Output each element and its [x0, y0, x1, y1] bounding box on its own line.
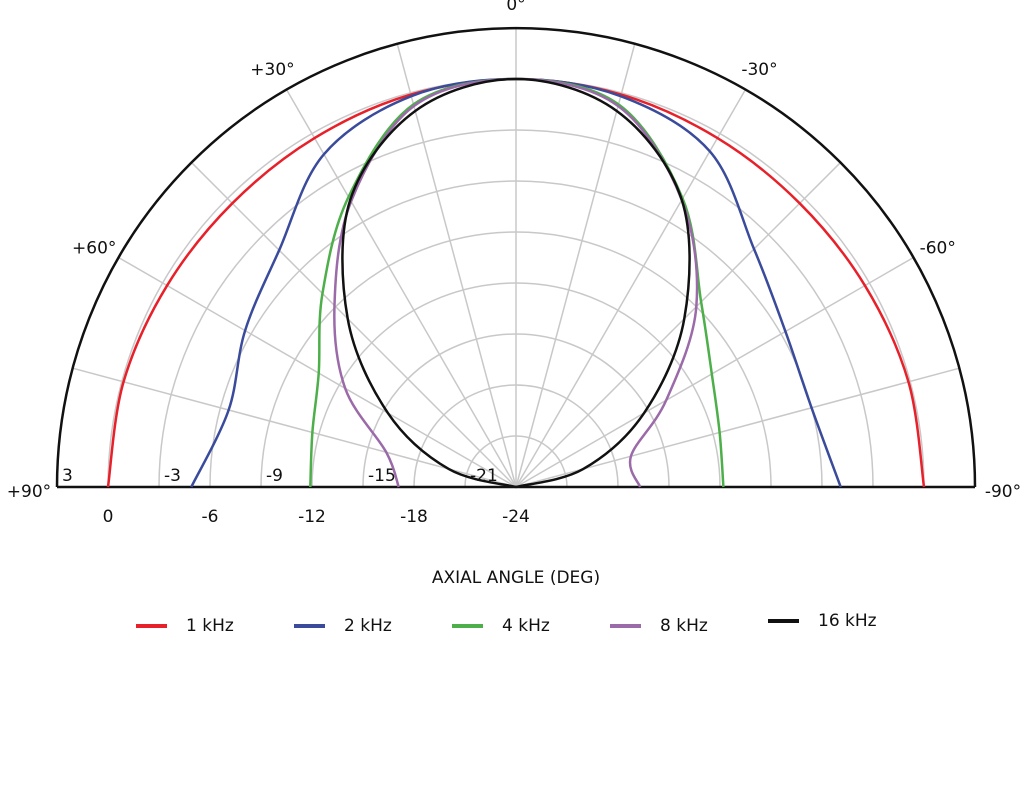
- r-tick-label: -21: [470, 466, 498, 486]
- theta-tick-label: -90°: [985, 482, 1021, 502]
- r-tick-label: -6: [202, 507, 219, 527]
- r-tick-label: -3: [164, 466, 181, 486]
- legend-label: 4 kHz: [502, 616, 550, 636]
- grid-spoke: [190, 161, 517, 488]
- grid-spoke: [515, 161, 842, 488]
- r-tick-label: -12: [298, 507, 326, 527]
- grid-spoke: [515, 367, 960, 488]
- legend-label: 16 kHz: [818, 611, 877, 631]
- grid-spoke: [72, 367, 517, 488]
- r-tick-label: 3: [62, 466, 73, 486]
- theta-tick-label: +90°: [7, 482, 51, 502]
- theta-tick-label: 0°: [506, 0, 525, 15]
- r-tick-label: -24: [502, 507, 530, 527]
- grid-spoke: [515, 256, 914, 488]
- theta-tick-label: -30°: [741, 60, 777, 80]
- grid-spoke: [515, 43, 636, 488]
- theta-tick-label: -60°: [920, 239, 956, 259]
- axis-title: AXIAL ANGLE (DEG): [432, 568, 600, 588]
- r-tick-label: -9: [266, 466, 283, 486]
- series-line: [341, 77, 691, 489]
- grid-spoke: [515, 89, 747, 488]
- theta-tick-label: +30°: [250, 60, 294, 80]
- r-tick-label: -15: [368, 466, 396, 486]
- legend-label: 2 kHz: [344, 616, 392, 636]
- r-tick-label: -18: [400, 507, 428, 527]
- grid-spoke: [396, 43, 517, 488]
- legend-label: 1 kHz: [186, 616, 234, 636]
- r-tick-label: 0: [103, 507, 114, 527]
- theta-tick-label: +60°: [72, 239, 116, 259]
- outer-arc: [55, 26, 977, 488]
- grid-spoke: [285, 89, 517, 488]
- legend-label: 8 kHz: [660, 616, 708, 636]
- grid-spoke: [118, 256, 517, 488]
